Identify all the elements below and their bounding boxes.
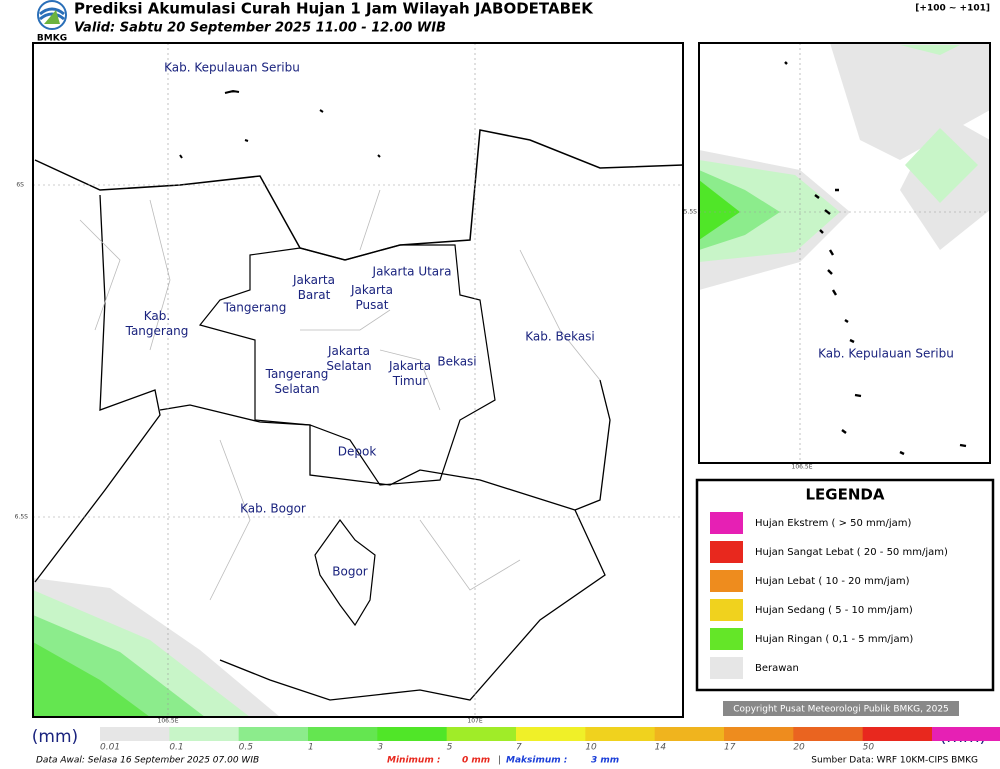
source: Sumber Data: WRF 10KM-CIPS BMKG [811, 756, 978, 766]
colorbar-tick: 1 [308, 743, 314, 753]
legend-label: Berawan [755, 663, 799, 674]
copyright: Copyright Pusat Meteorologi Publik BMKG,… [733, 705, 949, 715]
grid-label: 106.5E [158, 718, 179, 725]
region-label: Bekasi [437, 355, 476, 369]
region-label: Tangerang [265, 367, 329, 381]
range: [+100 ~ +101] [915, 4, 990, 14]
colorbar-segment [100, 727, 170, 741]
region-label: Jakarta [327, 344, 370, 358]
grid-label: 107E [467, 718, 482, 725]
colorbar-segment [793, 727, 864, 741]
colorbar-tick: 0.5 [239, 743, 254, 753]
region-label: Pusat [356, 298, 389, 312]
colorbar-segment [377, 727, 448, 741]
legend-swatch [710, 541, 743, 563]
colorbar-segment [862, 727, 933, 741]
copyright-bg [723, 701, 959, 716]
colorbar-segment [516, 727, 586, 741]
region-label: Kab. Kepulauan Seribu [164, 61, 300, 75]
inset-map [698, 42, 991, 464]
region-label: Selatan [274, 382, 319, 396]
grid-label: 106.5E [792, 464, 813, 471]
legend-label: Hujan Ringan ( 0,1 - 5 mm/jam) [755, 634, 913, 645]
region-label: Depok [338, 445, 377, 459]
colorbar-tick: 7 [516, 743, 522, 753]
min-value: 0 mm [462, 756, 490, 766]
region-label: Jakarta [350, 283, 393, 297]
colorbar-tick: 50 [863, 743, 875, 753]
region-label: Tangerang [223, 301, 287, 315]
colorbar-tick: 3 [377, 743, 383, 753]
colorbar-segment [654, 727, 725, 741]
title: Prediksi Akumulasi Curah Hujan 1 Jam Wil… [74, 0, 594, 18]
legend-swatch [710, 599, 743, 621]
grid-label: 6S [16, 182, 24, 189]
colorbar-tick: 17 [724, 743, 736, 753]
legend-swatch [710, 512, 743, 534]
colorbar-tick: 0.1 [169, 743, 183, 753]
subtitle: Valid: Sabtu 20 September 2025 11.00 - 1… [74, 21, 446, 36]
legend-label: Hujan Sedang ( 5 - 10 mm/jam) [755, 605, 913, 616]
min-label: Minimum : [387, 756, 440, 766]
legend-swatch [710, 570, 743, 592]
colorbar-unit: (mm) [32, 727, 78, 747]
data-awal: Data Awal: Selasa 16 September 2025 07.0… [36, 756, 259, 766]
region-label: Bogor [332, 565, 368, 579]
region-label: Kab. [144, 309, 170, 323]
region-label: Selatan [326, 359, 371, 373]
region-label: Timur [392, 374, 428, 388]
max-label: Maksimum : [506, 756, 567, 766]
grid-label: 5.5S [684, 209, 698, 216]
region-label: Kab. Bekasi [525, 330, 595, 344]
colorbar-segment [932, 727, 1000, 741]
grid-label: 6.5S [15, 514, 29, 521]
logo [37, 0, 67, 30]
legend-title: LEGENDA [806, 486, 885, 504]
colorbar-segment [446, 727, 517, 741]
region-label: Kab. Kepulauan Seribu [818, 347, 954, 361]
main-map [32, 42, 684, 718]
region-label: Barat [298, 288, 331, 302]
legend-label: Hujan Lebat ( 10 - 20 mm/jam) [755, 576, 910, 587]
colorbar-tick: 5 [447, 743, 453, 753]
separator: | [498, 756, 501, 766]
colorbar-segment [169, 727, 240, 741]
colorbar-tick: 10 [585, 743, 597, 753]
colorbar-segment [724, 727, 794, 741]
colorbar-segment [585, 727, 656, 741]
region-label: Jakarta [388, 359, 431, 373]
legend-swatch [710, 657, 743, 679]
colorbar-tick: 0.01 [100, 743, 120, 753]
max-value: 3 mm [591, 756, 619, 766]
colorbar-segment [238, 727, 309, 741]
region-label: Tangerang [125, 324, 189, 338]
region-label: Jakarta Utara [372, 265, 452, 279]
colorbar-tick: 14 [655, 743, 667, 753]
region-label: Kab. Bogor [240, 502, 306, 516]
legend-swatch [710, 628, 743, 650]
colorbar-tick: 20 [793, 743, 805, 753]
legend-label: Hujan Sangat Lebat ( 20 - 50 mm/jam) [755, 547, 948, 558]
legend-label: Hujan Ekstrem ( > 50 mm/jam) [755, 518, 912, 529]
logo-text: BMKG [37, 34, 67, 44]
colorbar-segment [308, 727, 378, 741]
region-label: Jakarta [292, 273, 335, 287]
legend-box [695, 478, 995, 692]
